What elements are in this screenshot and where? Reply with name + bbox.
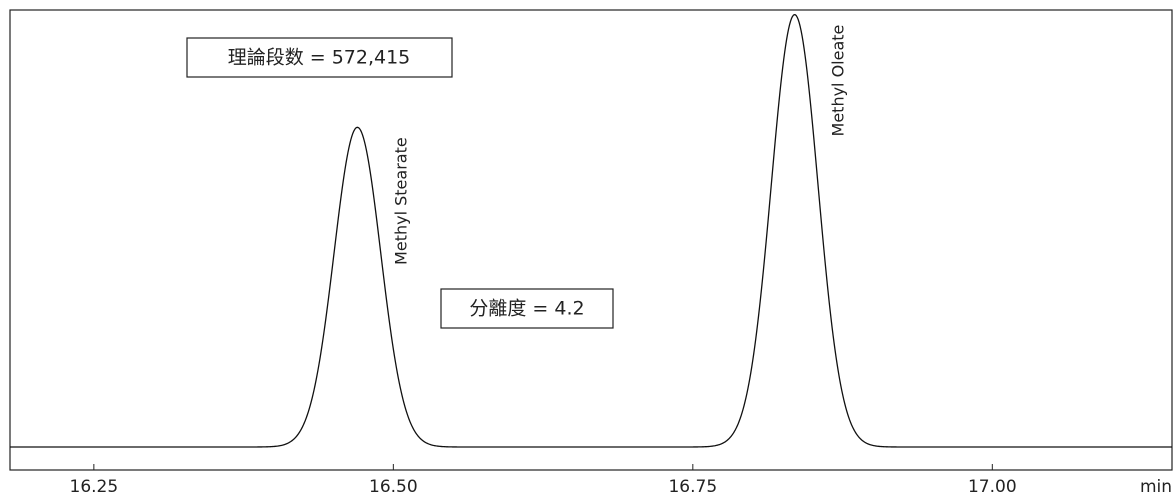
x-tick-label: 16.75: [668, 477, 717, 497]
theoretical-plates-text: 理論段数 = 572,415: [228, 47, 411, 69]
x-tick-label: 16.50: [369, 477, 418, 497]
resolution-text: 分離度 = 4.2: [469, 298, 584, 320]
resolution-note: 分離度 = 4.2: [440, 288, 614, 329]
resolution-box: [440, 288, 614, 329]
theoretical-plates-box: [186, 37, 453, 78]
peak-labels: Methyl Stearate Methyl Oleate: [391, 25, 847, 265]
plot-frame: [9, 9, 1173, 471]
peak-label: Methyl Oleate: [829, 25, 848, 137]
theoretical-plates-note: 理論段数 = 572,415: [186, 37, 453, 78]
x-axis-unit-label: min: [1140, 477, 1172, 497]
peak-label: Methyl Stearate: [391, 137, 410, 265]
chromatogram-trace: [10, 13, 1172, 448]
x-axis-tick-labels: 16.25 16.50 16.75 17.00: [70, 477, 1017, 497]
x-axis-ticks: [93, 464, 993, 470]
x-tick-label: 17.00: [968, 477, 1017, 497]
x-tick-label: 16.25: [70, 477, 119, 497]
